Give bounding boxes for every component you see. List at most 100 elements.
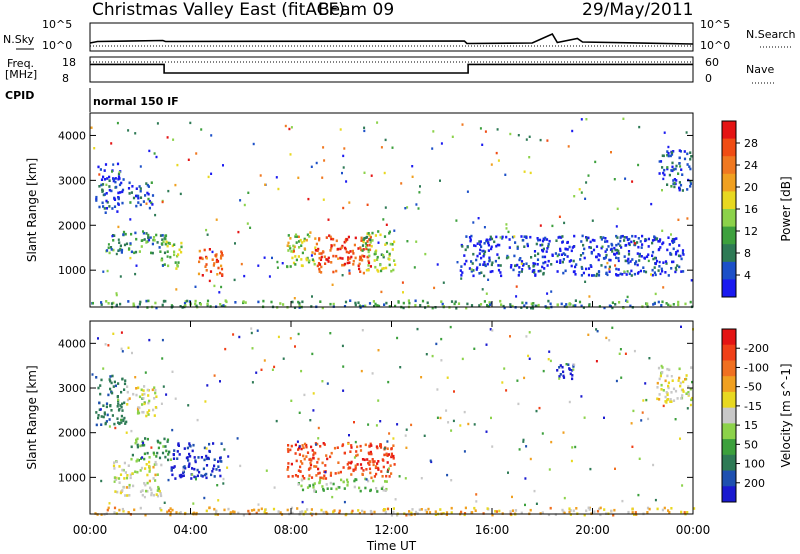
velocity-cell [196,474,199,478]
velocity-cell [125,420,128,424]
power-cell [511,235,515,239]
power-cell [112,301,115,305]
power-scatter [246,222,249,225]
power-cell [382,253,385,257]
power-scatter [322,146,325,149]
velocity-cell [301,462,304,465]
power-cell [619,272,622,276]
power-cell [330,261,333,264]
power-cell [354,236,357,240]
velocity-colorbar-swatch [722,344,736,361]
freq-series [90,63,693,74]
power-cell [566,248,569,251]
power-cell [147,237,150,240]
velocity-cell [414,510,418,514]
power-cell [671,239,674,243]
power-cell [604,237,607,240]
power-scatter [187,158,190,161]
power-cell [585,238,588,242]
power-cell [587,273,591,277]
power-cell [542,261,545,265]
velocity-scatter [475,493,478,496]
velocity-cell [107,393,110,397]
power-scatter [419,185,421,188]
power-cell [654,262,657,266]
power-cell [658,265,661,268]
velocity-cell [337,471,340,475]
power-cell [478,263,482,266]
power-cell [142,200,145,203]
velocity-cell [296,475,299,478]
velocity-cell [253,508,256,512]
velocity-scatter [686,407,689,410]
velocity-cell [118,508,121,512]
velocity-cell [144,467,147,470]
power-cell [591,274,594,277]
velocity-cell [208,506,211,510]
power-scatter [650,273,652,276]
noise-panel-frame [89,22,694,52]
power-cell [117,175,121,178]
power-cell [297,255,300,258]
power-scatter [383,171,386,175]
power-cell [357,301,360,304]
power-cell [368,254,371,258]
velocity-cell [598,507,601,511]
power-cell [368,248,372,252]
power-cell [392,268,395,272]
velocity-cell [410,511,413,515]
power-cell [108,251,111,255]
power-scatter [580,118,583,121]
power-cell [129,242,132,245]
velocity-scatter [547,358,550,361]
velocity-cell [137,411,141,415]
power-cell [502,304,505,308]
velocity-cell [125,486,128,489]
power-cell [547,306,550,310]
power-cell [669,251,672,255]
velocity-cell [670,391,673,394]
power-cell [604,240,607,243]
velocity-cell [390,454,394,457]
power-cell [583,247,586,251]
velocity-scatter [429,459,432,462]
power-cell [582,243,585,247]
velocity-scatter [404,477,407,480]
power-cell [581,267,584,270]
power-scatter [321,176,324,179]
velocity-cell [390,447,393,450]
velocity-cell [192,443,195,447]
velocity-cell [322,487,325,491]
velocity-cell [164,455,167,459]
power-scatter [166,255,169,258]
power-cell [329,249,332,252]
power-cell [282,303,285,306]
power-cell [103,193,106,196]
power-cell [383,303,386,306]
power-scatter [149,236,152,239]
power-cell [534,273,537,276]
velocity-cell [134,470,137,474]
velocity-cell [676,397,679,400]
power-cell [220,252,223,255]
power-scatter [342,154,345,158]
velocity-scatter [367,423,370,426]
power-cell [143,238,146,241]
velocity-cell [329,471,333,475]
power-cell [151,242,154,246]
power-cell [380,269,383,273]
power-cell [457,302,461,305]
velocity-scatter [222,477,225,481]
power-cell [384,243,387,246]
velocity-cell [124,422,127,425]
velocity-cell [319,445,322,448]
power-cell [98,205,101,209]
velocity-cell [299,510,302,514]
power-cell [535,304,538,308]
velocity-scatter [273,486,276,489]
power-cell [677,172,680,175]
power-cell [494,259,497,263]
velocity-scatter [550,440,553,444]
velocity-cell [343,451,346,455]
power-colorbar-tick-label: 16 [744,203,758,216]
